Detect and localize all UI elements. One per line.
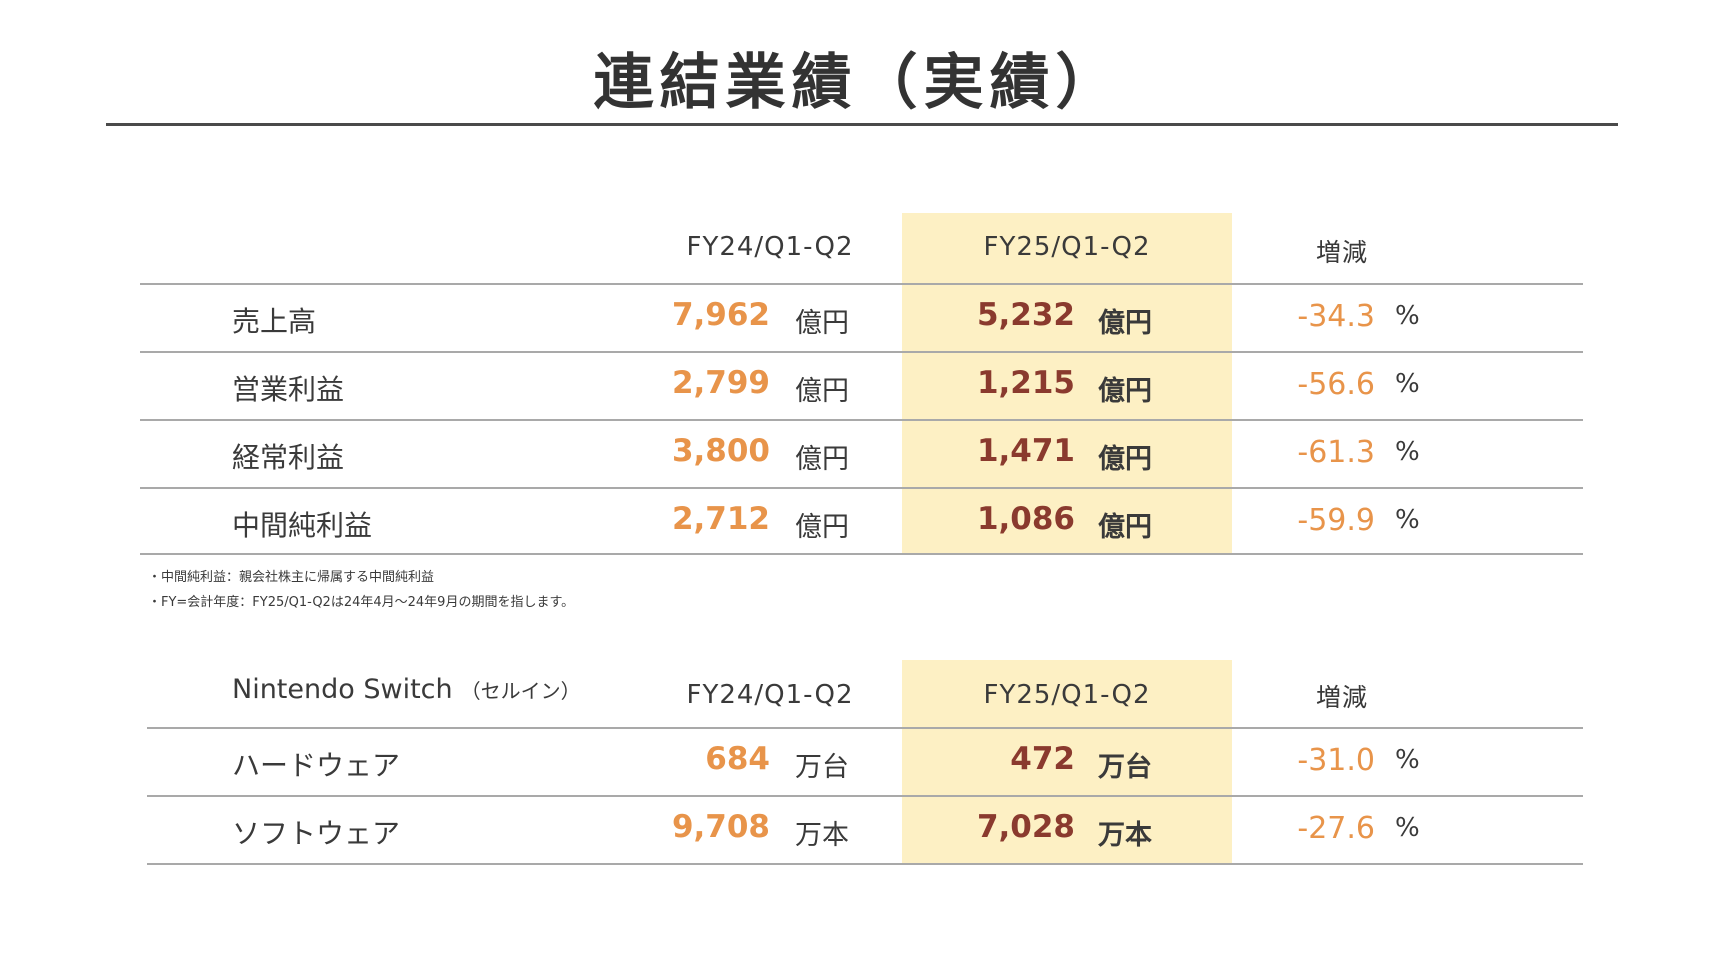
footnote: ・FY=会計年度：FY25/Q1-Q2は24年4月～24年9月の期間を指します。 [148, 595, 575, 610]
fy24-value: 9,708 [671, 809, 770, 845]
header-change: 増減 [1315, 238, 1368, 267]
fy24-value: 2,799 [671, 365, 770, 401]
change-unit: % [1395, 369, 1420, 399]
fy25-value: 7,028 [976, 809, 1075, 845]
fy25-highlight-column [902, 213, 1232, 553]
change-value: -56.6 [1297, 367, 1375, 402]
change-value: -34.3 [1297, 299, 1375, 334]
fy24-unit: 億円 [795, 376, 849, 407]
header-fy24: FY24/Q1-Q2 [686, 232, 854, 262]
fy24-value: 3,800 [671, 433, 770, 469]
change-unit: % [1395, 813, 1420, 843]
table-divider [140, 283, 1583, 285]
fy24-unit: 億円 [795, 444, 849, 475]
section-name: Nintendo Switch [232, 674, 453, 705]
header-fy25: FY25/Q1-Q2 [983, 680, 1151, 710]
section-sub: （セルイン） [460, 679, 581, 703]
table-row: 経常利益 3,800 億円 1,471 億円 -61.3 % [0, 421, 1715, 489]
fy25-unit: 万本 [1098, 820, 1152, 851]
row-label: 売上高 [232, 305, 317, 338]
fy25-value: 1,471 [976, 433, 1075, 469]
fy25-unit: 億円 [1098, 444, 1152, 475]
row-label: 中間純利益 [232, 509, 373, 542]
fy25-value: 472 [1010, 741, 1075, 777]
table-divider [147, 727, 1583, 729]
switch-section-title: Nintendo Switch （セルイン） [232, 674, 581, 705]
fy24-unit: 万台 [795, 752, 849, 783]
row-label: ハードウェア [232, 749, 401, 782]
table-divider [140, 553, 1583, 555]
change-unit: % [1395, 505, 1420, 535]
footnote: ・中間純利益：親会社株主に帰属する中間純利益 [148, 570, 435, 585]
table-divider [140, 419, 1583, 421]
fy25-value: 5,232 [976, 297, 1075, 333]
fy25-highlight-column-switch [902, 660, 1232, 865]
change-value: -31.0 [1297, 743, 1375, 778]
table-divider [140, 487, 1583, 489]
fy25-unit: 万台 [1098, 752, 1152, 783]
title-divider [106, 123, 1618, 126]
table-row: ソフトウェア 9,708 万本 7,028 万本 -27.6 % [0, 797, 1715, 865]
table-row: 中間純利益 2,712 億円 1,086 億円 -59.9 % [0, 489, 1715, 557]
header-fy24: FY24/Q1-Q2 [686, 680, 854, 710]
change-unit: % [1395, 745, 1420, 775]
change-unit: % [1395, 437, 1420, 467]
fy24-unit: 万本 [795, 820, 849, 851]
change-value: -27.6 [1297, 811, 1375, 846]
fy25-unit: 億円 [1098, 512, 1152, 543]
fy24-value: 7,962 [671, 297, 770, 333]
change-value: -61.3 [1297, 435, 1375, 470]
fy24-unit: 億円 [795, 308, 849, 339]
table-divider [147, 863, 1583, 865]
page-title: 連結業績（実績） [593, 48, 1122, 118]
header-change: 増減 [1315, 683, 1368, 712]
table-divider [140, 351, 1583, 353]
table-row: 営業利益 2,799 億円 1,215 億円 -56.6 % [0, 353, 1715, 421]
fy24-value: 684 [705, 741, 770, 777]
table-divider [147, 795, 1583, 797]
change-value: -59.9 [1297, 503, 1375, 538]
fy25-value: 1,086 [976, 501, 1075, 537]
fy24-value: 2,712 [671, 501, 770, 537]
row-label: 経常利益 [232, 441, 345, 474]
fy24-unit: 億円 [795, 512, 849, 543]
header-fy25: FY25/Q1-Q2 [983, 232, 1151, 262]
table-row: 売上高 7,962 億円 5,232 億円 -34.3 % [0, 285, 1715, 353]
row-label: ソフトウェア [232, 817, 401, 850]
change-unit: % [1395, 301, 1420, 331]
fy25-unit: 億円 [1098, 308, 1152, 339]
row-label: 営業利益 [232, 373, 345, 406]
table-row: ハードウェア 684 万台 472 万台 -31.0 % [0, 729, 1715, 797]
fy25-unit: 億円 [1098, 376, 1152, 407]
fy25-value: 1,215 [976, 365, 1075, 401]
